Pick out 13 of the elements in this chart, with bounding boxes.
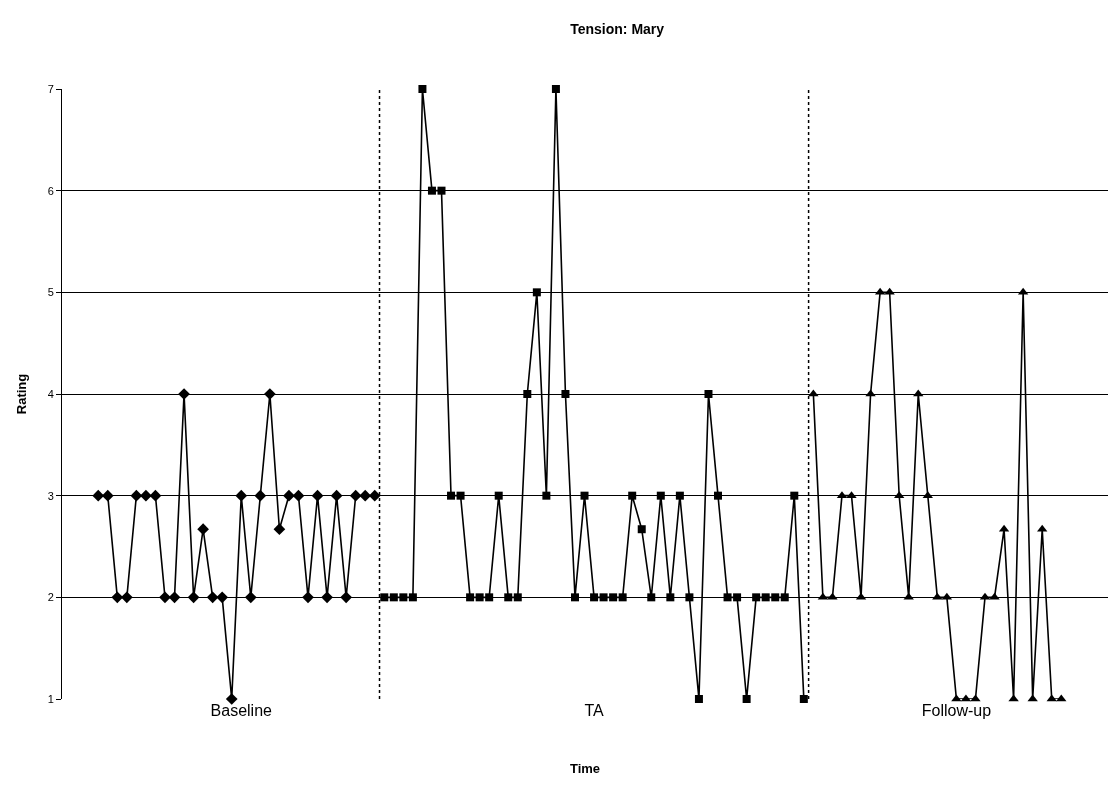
y-tick-label: 7 [47, 82, 54, 95]
chart-title: Tension: Mary [570, 20, 665, 37]
y-tick-label: 5 [47, 286, 54, 299]
x-tick-label: Follow-up [921, 702, 992, 719]
y-tick-label: 3 [47, 489, 54, 502]
x-tick-label: Baseline [210, 702, 273, 719]
y-tick-label: 2 [47, 591, 54, 604]
x-tick-label: TA [584, 702, 605, 719]
y-tick-label: 4 [47, 387, 54, 400]
y-tick-label: 1 [47, 692, 54, 705]
y-tick-label: 6 [47, 184, 54, 197]
y-axis-title: Rating [13, 373, 29, 415]
x-axis-title: Time [569, 760, 601, 776]
